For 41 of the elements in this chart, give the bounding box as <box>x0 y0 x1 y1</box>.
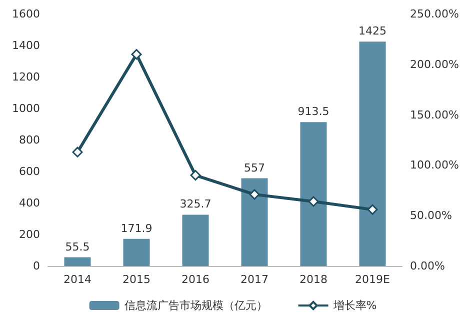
legend-label: 增长率% <box>332 299 377 312</box>
y-tick-label: 800 <box>19 134 40 146</box>
y-tick-label: 200 <box>19 228 40 241</box>
y2-tick-label: 200.00% <box>410 58 459 71</box>
y-tick-label: 600 <box>19 165 40 178</box>
data-label: 913.5 <box>298 105 330 118</box>
y2-tick-label: 100.00% <box>410 158 459 172</box>
bar <box>123 238 150 266</box>
data-label: 171.9 <box>120 222 152 235</box>
point <box>190 170 201 181</box>
y2-tick-label: 50.00% <box>410 209 452 222</box>
point <box>249 189 260 200</box>
x-tick-label: 2017 <box>240 273 268 286</box>
x-tick-label: 2016 <box>182 273 210 286</box>
data-label: 325.7 <box>180 198 212 211</box>
legend-label: 信息流广告市场规模（亿元） <box>124 299 268 312</box>
point <box>131 49 142 60</box>
y-tick-label: 1400 <box>12 39 40 52</box>
data-label: 557 <box>244 161 265 174</box>
y-tick-label: 1200 <box>12 70 40 84</box>
y-tick-label: 1000 <box>12 102 40 115</box>
x-tick-label: 2015 <box>122 273 150 286</box>
bar <box>182 214 209 266</box>
bar <box>64 257 91 266</box>
bar <box>300 122 327 266</box>
data-label: 55.5 <box>65 240 90 254</box>
point <box>308 196 319 207</box>
y-tick-label: 0 <box>33 260 40 272</box>
y2-tick-label: 0.00% <box>410 260 445 272</box>
x-tick-label: 2019E <box>355 273 390 286</box>
y2-tick-label: 150.00% <box>410 108 459 122</box>
bar <box>241 178 268 266</box>
point <box>367 204 378 215</box>
data-label: 1425 <box>358 24 386 38</box>
y-tick-label: 400 <box>19 196 40 210</box>
y2-tick-label: 250.00% <box>410 8 459 20</box>
bar <box>359 42 386 266</box>
x-tick-label: 2018 <box>300 273 328 286</box>
x-tick-label: 2014 <box>64 273 92 286</box>
point <box>72 146 83 158</box>
y-tick-label: 1600 <box>12 8 40 20</box>
